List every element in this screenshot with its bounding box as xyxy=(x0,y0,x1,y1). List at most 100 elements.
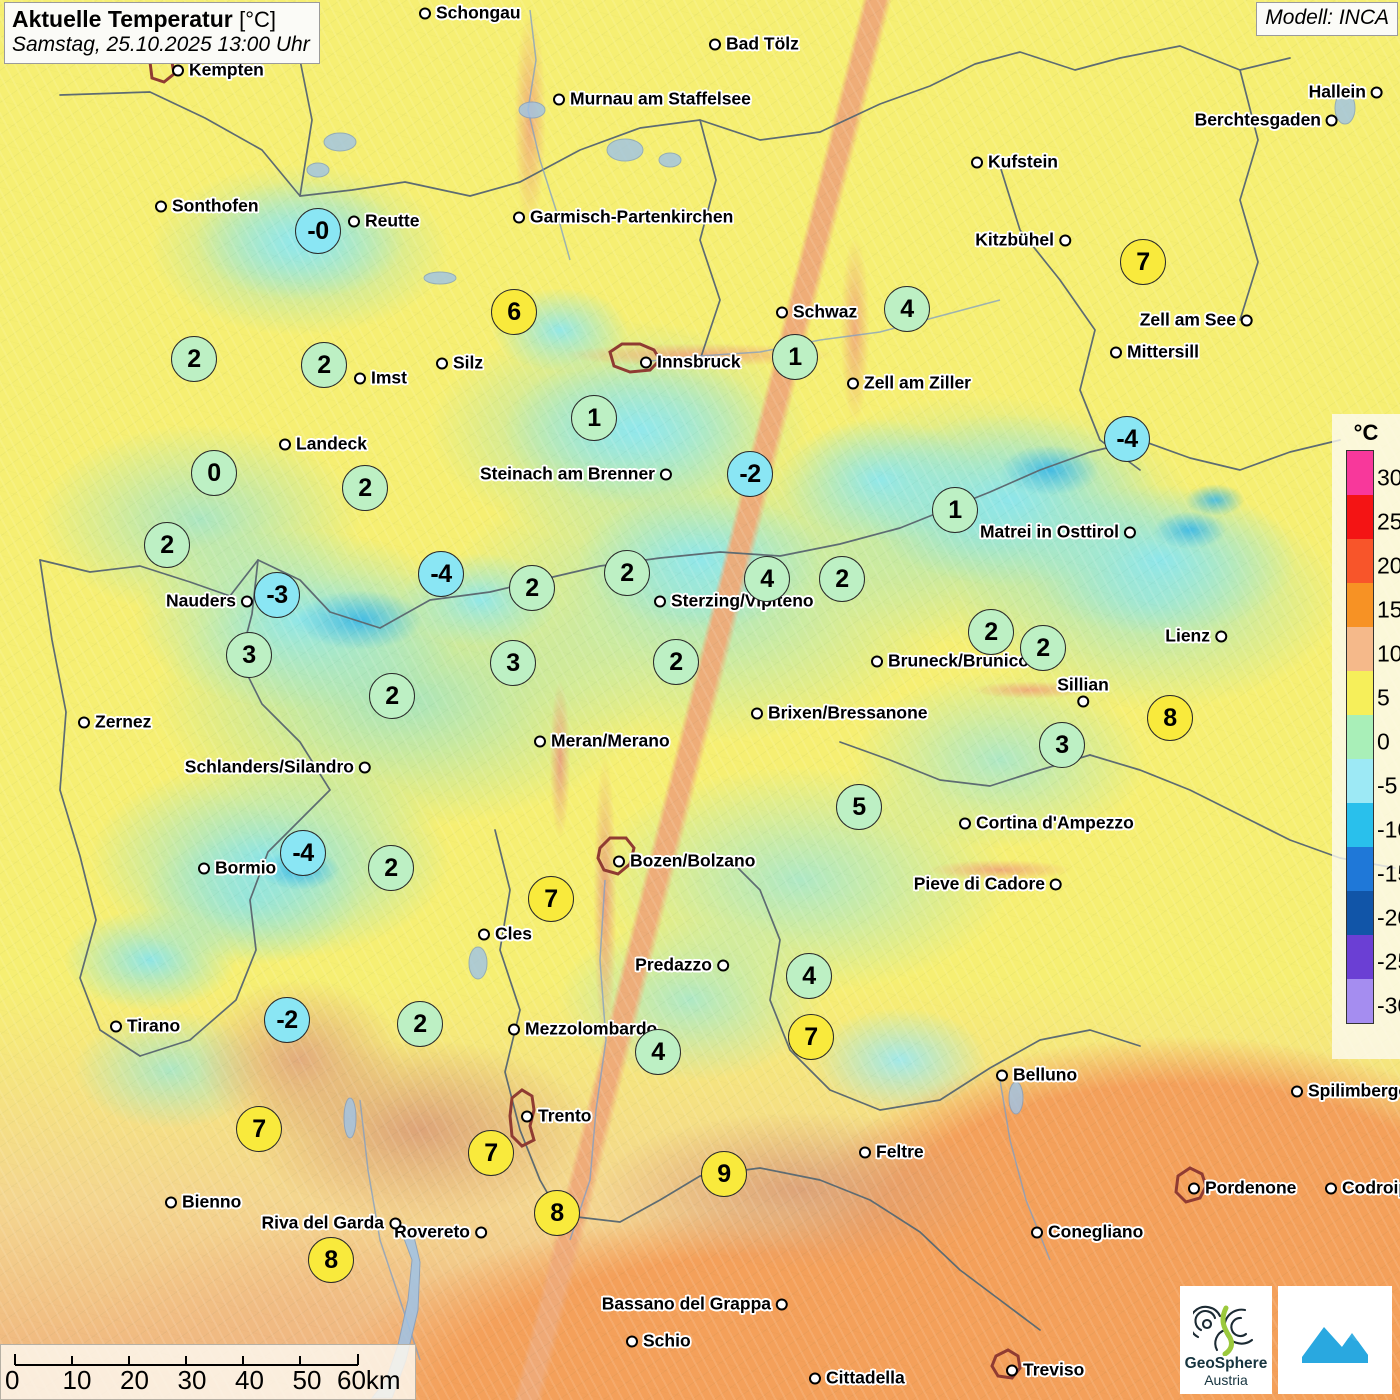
city-marker-dot xyxy=(1076,695,1089,708)
city-name-text: Landeck xyxy=(296,433,367,454)
city-name-text: Zernez xyxy=(95,711,152,732)
scale-tick-label: 10 xyxy=(62,1365,92,1395)
city-marker-dot xyxy=(508,1023,520,1035)
city-marker-dot xyxy=(717,959,729,971)
legend-color-bar: 30 25 20 15 10 5 0 -5 -10 -15 -20 -25 -30 xyxy=(1346,450,1400,1024)
station-temperature-marker[interactable]: 2 xyxy=(604,550,650,596)
station-temperature-marker[interactable]: 8 xyxy=(534,1190,580,1236)
station-temperature-marker[interactable]: 4 xyxy=(635,1029,681,1075)
geosphere-logo-name: GeoSphere xyxy=(1184,1355,1268,1373)
legend-tick-label: -30 xyxy=(1377,992,1400,1019)
city-label: Berchtesgaden xyxy=(1195,110,1338,131)
station-temperature-marker[interactable]: 2 xyxy=(171,336,217,382)
station-temperature-marker[interactable]: 8 xyxy=(1147,695,1193,741)
station-temperature-marker[interactable]: 5 xyxy=(836,784,882,830)
station-temperature-marker[interactable]: 2 xyxy=(1020,625,1066,671)
station-temperature-marker[interactable]: 2 xyxy=(968,609,1014,655)
legend-tick-label: 10 xyxy=(1377,640,1400,667)
station-temperature-marker[interactable]: 2 xyxy=(653,639,699,685)
city-name-text: Bad Tölz xyxy=(726,33,799,54)
city-label: Lienz xyxy=(1165,626,1227,647)
city-marker-dot xyxy=(859,1146,871,1158)
partner-logo xyxy=(1278,1286,1392,1394)
scale-tick-label: 60km xyxy=(337,1365,401,1395)
station-temperature-marker[interactable]: 1 xyxy=(571,395,617,441)
city-marker-dot xyxy=(613,855,625,867)
scale-tick-label: 0 xyxy=(5,1365,20,1395)
station-temperature-marker[interactable]: 2 xyxy=(144,522,190,568)
scale-tick-label: 30 xyxy=(177,1365,207,1395)
city-name-text: Schongau xyxy=(436,2,521,23)
city-name-text: Silz xyxy=(453,352,484,373)
city-name-text: Cortina d'Ampezzo xyxy=(976,812,1134,833)
mountain-cloud-icon xyxy=(1302,1324,1368,1363)
station-temperature-marker[interactable]: 2 xyxy=(397,1001,443,1047)
station-temperature-marker[interactable]: -0 xyxy=(295,208,341,254)
city-marker-dot xyxy=(389,1217,401,1229)
city-marker-dot xyxy=(553,93,565,105)
station-temperature-marker[interactable]: -4 xyxy=(418,551,464,597)
station-temperature-marker[interactable]: 1 xyxy=(772,334,818,380)
station-temperature-marker[interactable]: 4 xyxy=(786,953,832,999)
city-label: Sillian xyxy=(1057,673,1109,708)
city-label: Rovereto xyxy=(394,1222,487,1243)
city-label: Imst xyxy=(354,368,407,389)
city-label: Innsbruck xyxy=(640,352,741,373)
scale-tick-label: 50 xyxy=(292,1365,322,1395)
station-temperature-marker[interactable]: 2 xyxy=(819,556,865,602)
city-label: Zell am See xyxy=(1140,310,1253,331)
station-temperature-marker[interactable]: -4 xyxy=(1104,416,1150,462)
city-marker-dot xyxy=(1325,1182,1337,1194)
station-temperature-marker[interactable]: 4 xyxy=(744,556,790,602)
station-temperature-marker[interactable]: -3 xyxy=(254,572,300,618)
title-box: Aktuelle Temperatur [°C] Samstag, 25.10.… xyxy=(4,2,320,64)
station-temperature-marker[interactable]: 0 xyxy=(191,450,237,496)
city-marker-dot xyxy=(78,716,90,728)
legend-band xyxy=(1347,979,1373,1023)
station-temperature-marker[interactable]: 2 xyxy=(342,465,388,511)
station-temperature-marker[interactable]: 2 xyxy=(301,342,347,388)
station-temperature-marker[interactable]: 3 xyxy=(490,640,536,686)
station-temperature-marker[interactable]: -2 xyxy=(727,451,773,497)
station-temperature-marker[interactable]: -4 xyxy=(280,830,326,876)
station-temperature-marker[interactable]: 7 xyxy=(1120,239,1166,285)
legend-band xyxy=(1347,891,1373,935)
city-label: Kempten xyxy=(172,60,264,81)
city-marker-dot xyxy=(1031,1226,1043,1238)
station-temperature-marker[interactable]: -2 xyxy=(264,997,310,1043)
city-marker-dot xyxy=(359,761,371,773)
legend-tick-label: 5 xyxy=(1377,684,1390,711)
city-name-text: Sonthofen xyxy=(172,195,259,216)
station-temperature-marker[interactable]: 3 xyxy=(1039,722,1085,768)
city-label: Schlanders/Silandro xyxy=(185,757,371,778)
city-label: Pieve di Cadore xyxy=(914,874,1062,895)
station-temperature-marker[interactable]: 7 xyxy=(468,1130,514,1176)
station-temperature-marker[interactable]: 2 xyxy=(509,565,555,611)
city-label: Schongau xyxy=(419,3,521,24)
city-name-text: Murnau am Staffelsee xyxy=(570,88,751,109)
station-temperature-marker[interactable]: 6 xyxy=(491,289,537,335)
scale-rule-ticks xyxy=(14,1354,359,1366)
legend-band xyxy=(1347,715,1373,759)
station-temperature-marker[interactable]: 7 xyxy=(788,1014,834,1060)
city-name-text: Zell am See xyxy=(1139,309,1236,330)
station-temperature-marker[interactable]: 7 xyxy=(236,1106,282,1152)
station-temperature-marker[interactable]: 9 xyxy=(701,1151,747,1197)
city-label: Spilimbergo xyxy=(1291,1081,1400,1102)
geosphere-contour-icon xyxy=(1193,1305,1254,1357)
city-name-text: Feltre xyxy=(876,1141,924,1162)
station-temperature-marker[interactable]: 1 xyxy=(932,487,978,533)
city-label: Predazzo xyxy=(635,955,729,976)
city-label: Mittersill xyxy=(1110,342,1199,363)
legend-tick-label: 20 xyxy=(1377,552,1400,579)
station-temperature-marker[interactable]: 2 xyxy=(368,845,414,891)
city-name-text: Lienz xyxy=(1165,625,1210,646)
station-temperature-marker[interactable]: 4 xyxy=(884,286,930,332)
station-temperature-marker[interactable]: 2 xyxy=(369,673,415,719)
station-temperature-marker[interactable]: 7 xyxy=(528,876,574,922)
station-temperature-marker[interactable]: 8 xyxy=(308,1237,354,1283)
station-temperature-marker[interactable]: 3 xyxy=(226,632,272,678)
city-marker-dot xyxy=(419,7,431,19)
city-marker-dot xyxy=(847,377,859,389)
